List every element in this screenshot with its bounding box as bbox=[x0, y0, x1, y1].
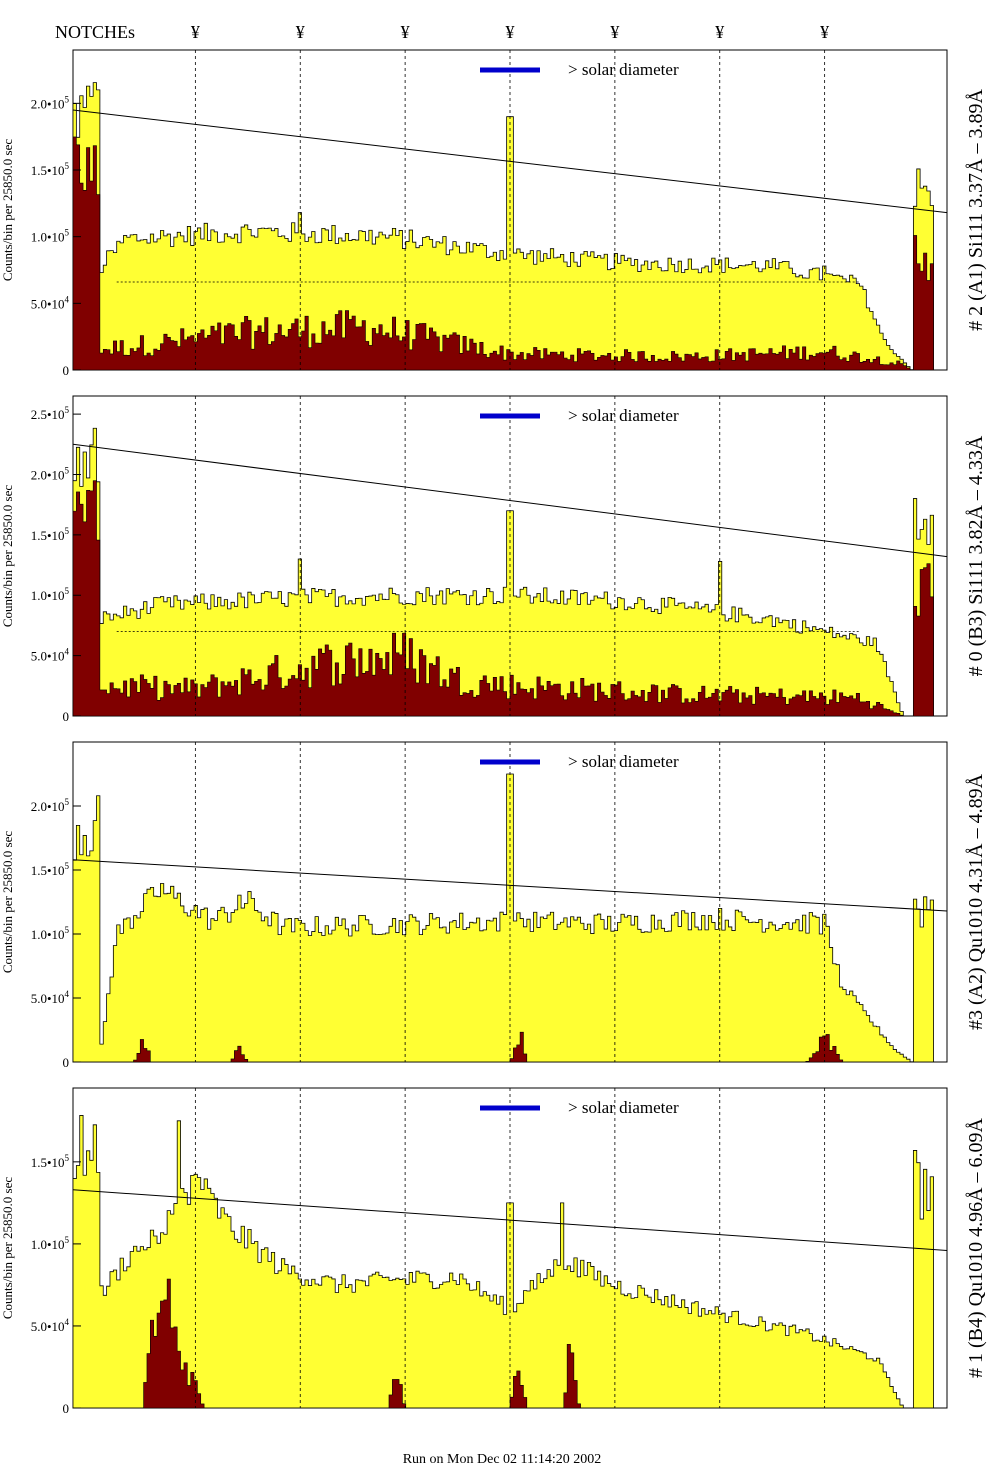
y-tick-label-2: 1.0•105 bbox=[31, 1235, 70, 1252]
legend-label: > solar diameter bbox=[568, 60, 679, 79]
y-tick-exponent: 5 bbox=[65, 861, 70, 871]
histogram-dark bbox=[72, 480, 947, 717]
y-tick-label-0: 0 bbox=[63, 363, 70, 378]
reference-line bbox=[72, 109, 948, 214]
run-footer: Run on Mon Dec 02 11:14:20 2002 bbox=[402, 1452, 602, 1467]
reference-line bbox=[72, 443, 948, 558]
y-tick-exponent: 5 bbox=[65, 526, 70, 536]
y-tick-label-3: 1.5•105 bbox=[31, 861, 70, 878]
legend-label: > solar diameter bbox=[568, 1098, 679, 1117]
y-tick-label-4: 2.0•105 bbox=[31, 465, 70, 482]
y-axis-label: Counts/bin per 25850.0 sec bbox=[0, 485, 15, 627]
panel-title: # 0 (B3) Si111 3.82Å – 4.33Å bbox=[965, 435, 987, 676]
y-tick-exponent: 5 bbox=[65, 1153, 70, 1163]
panels: 0 5.0•104 1.0•105 1.5•105 2.0•105 Counts/bin … bbox=[0, 49, 987, 1416]
y-tick-label-1: 5.0•104 bbox=[31, 989, 70, 1006]
legend-label: > solar diameter bbox=[568, 406, 679, 425]
y-tick-label-1: 5.0•104 bbox=[31, 647, 70, 664]
reference-line bbox=[72, 859, 948, 912]
y-tick-exponent: 5 bbox=[65, 405, 70, 415]
y-axis-label: Counts/bin per 25850.0 sec bbox=[0, 1177, 15, 1319]
histogram-dark bbox=[72, 136, 947, 371]
y-tick-label-2: 1.0•105 bbox=[31, 586, 70, 603]
y-tick-exponent: 5 bbox=[65, 465, 70, 475]
histogram-dark bbox=[73, 1031, 947, 1063]
y-axis-label: Counts/bin per 25850.0 sec bbox=[0, 139, 15, 281]
panel-3: 0 5.0•104 1.0•105 1.5•105 Counts/bin per 258… bbox=[0, 1087, 987, 1416]
notch-symbol-2: ¥ bbox=[401, 22, 410, 42]
panel-title: # 1 (B4) Qu1010 4.96Å – 6.09Å bbox=[965, 1117, 987, 1378]
y-tick-exponent: 5 bbox=[65, 228, 70, 238]
notch-symbol-5: ¥ bbox=[715, 22, 724, 42]
notch-marks: ¥ ¥ ¥ ¥ ¥ ¥ ¥ bbox=[191, 22, 829, 42]
notches-label: NOTCHEs bbox=[55, 22, 135, 42]
y-tick-exponent: 5 bbox=[65, 94, 70, 104]
y-tick-label-3: 1.5•105 bbox=[31, 1153, 70, 1170]
y-tick-label-2: 1.0•105 bbox=[31, 228, 70, 245]
notch-symbol-0: ¥ bbox=[191, 22, 200, 42]
reference-line bbox=[72, 1189, 948, 1251]
y-axis-label: Counts/bin per 25850.0 sec bbox=[0, 831, 15, 973]
y-tick-exponent: 4 bbox=[65, 647, 70, 657]
y-tick-exponent: 5 bbox=[65, 586, 70, 596]
panel-1: 0 5.0•104 1.0•105 1.5•105 2.0•105 2.5•105 Coun… bbox=[0, 395, 987, 724]
y-tick-label-3: 1.5•105 bbox=[31, 161, 70, 178]
panel-title: # 2 (A1) Si111 3.37Å – 3.89Å bbox=[965, 89, 987, 331]
y-tick-exponent: 5 bbox=[65, 797, 70, 807]
histogram-dark bbox=[73, 1278, 947, 1409]
panel-title: #3 (A2) Qu1010 4.31Å – 4.89Å bbox=[965, 773, 987, 1030]
panel-0: 0 5.0•104 1.0•105 1.5•105 2.0•105 Counts/bin … bbox=[0, 49, 987, 378]
y-tick-exponent: 5 bbox=[65, 925, 70, 935]
y-tick-exponent: 5 bbox=[65, 1235, 70, 1245]
notch-symbol-6: ¥ bbox=[820, 22, 829, 42]
y-tick-label-2: 1.0•105 bbox=[31, 925, 70, 942]
notch-symbol-3: ¥ bbox=[506, 22, 515, 42]
histogram-total bbox=[72, 1115, 947, 1409]
y-tick-label-5: 2.5•105 bbox=[31, 405, 70, 422]
panel-2: 0 5.0•104 1.0•105 1.5•105 2.0•105 Counts/bin … bbox=[0, 741, 987, 1070]
y-tick-label-0: 0 bbox=[63, 1055, 70, 1070]
y-tick-label-3: 1.5•105 bbox=[31, 526, 70, 543]
y-tick-label-4: 2.0•105 bbox=[31, 797, 70, 814]
y-tick-label-1: 5.0•104 bbox=[31, 294, 70, 311]
y-tick-label-1: 5.0•104 bbox=[31, 1317, 70, 1334]
notch-symbol-4: ¥ bbox=[610, 22, 619, 42]
y-tick-exponent: 4 bbox=[65, 294, 70, 304]
notch-symbol-1: ¥ bbox=[296, 22, 305, 42]
y-tick-exponent: 4 bbox=[65, 989, 70, 999]
y-tick-label-4: 2.0•105 bbox=[31, 94, 70, 111]
y-tick-label-0: 0 bbox=[63, 1401, 70, 1416]
y-tick-exponent: 4 bbox=[65, 1317, 70, 1327]
y-tick-exponent: 5 bbox=[65, 161, 70, 171]
y-tick-label-0: 0 bbox=[63, 709, 70, 724]
legend-label: > solar diameter bbox=[568, 752, 679, 771]
